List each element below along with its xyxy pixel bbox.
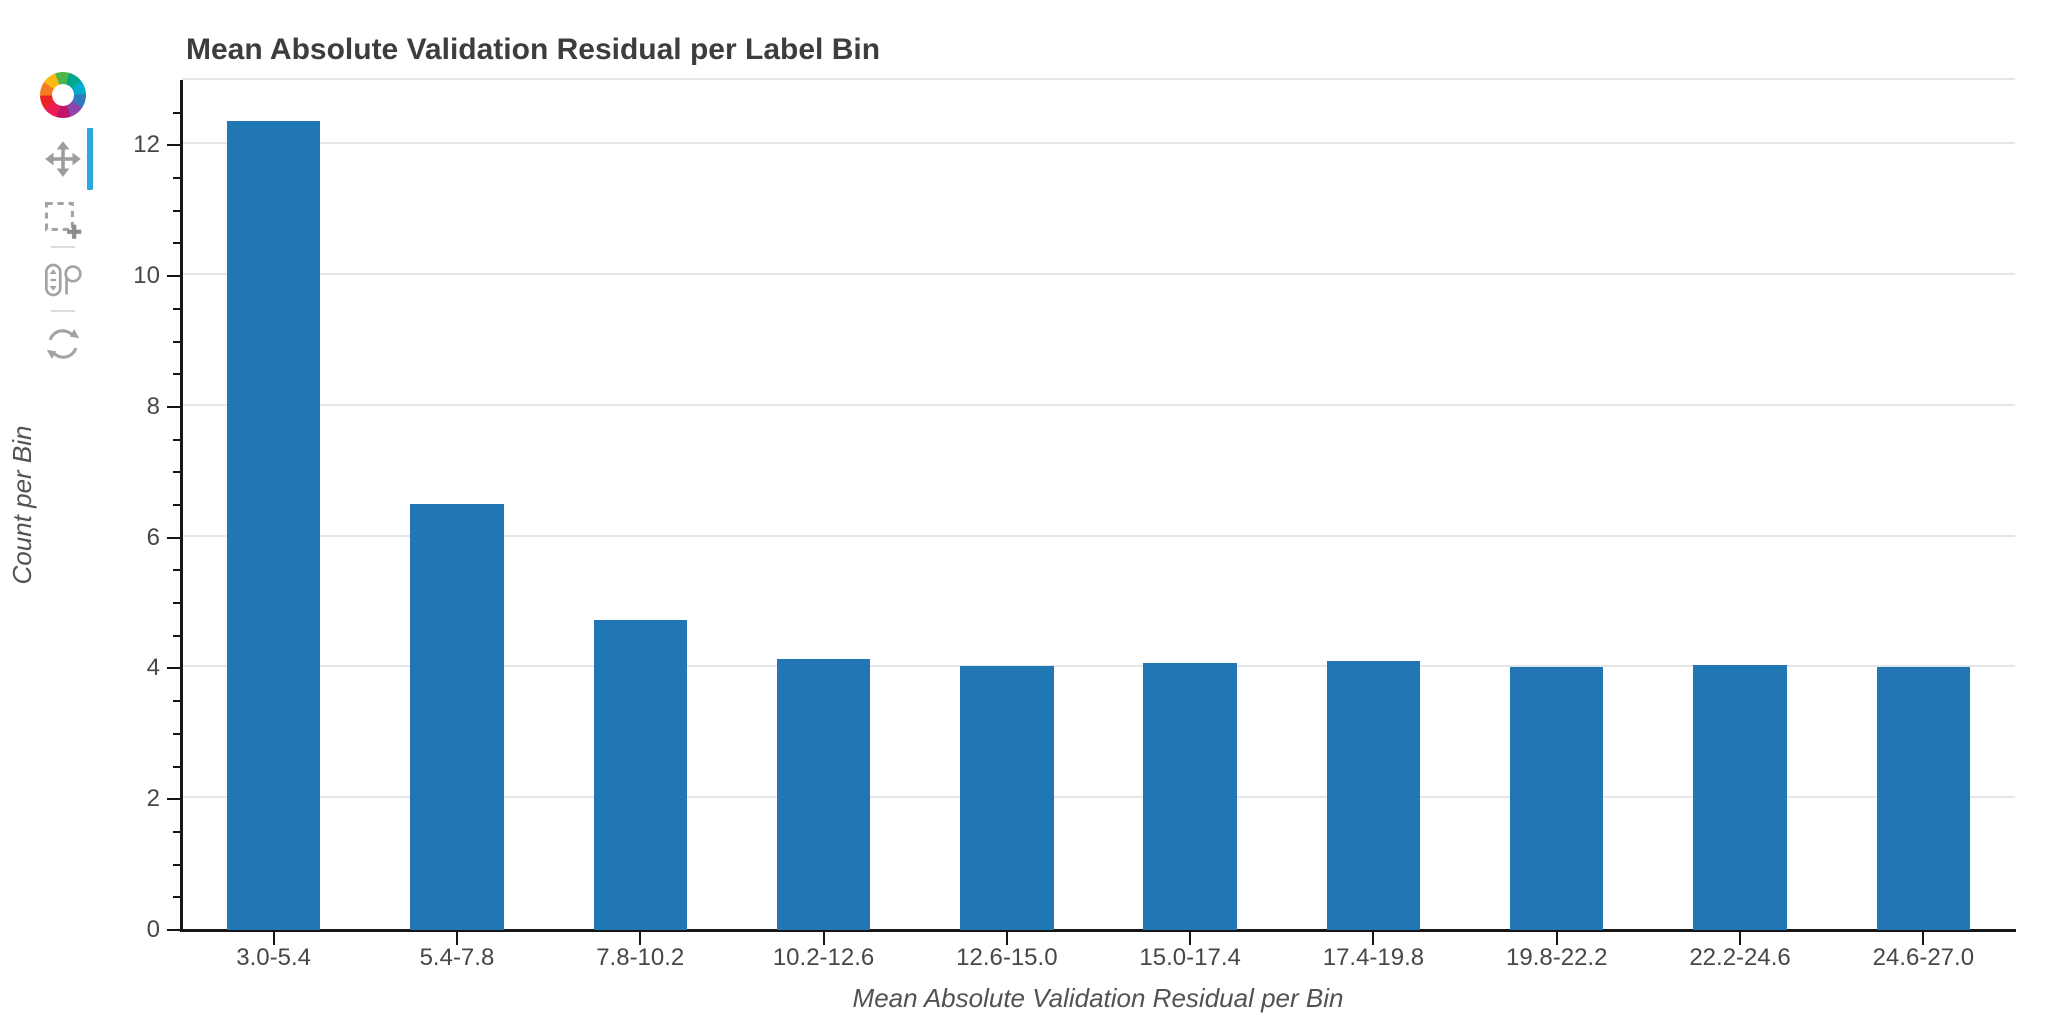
- toolbar-separator: [51, 246, 75, 248]
- y-axis-major-tick: [167, 405, 180, 408]
- y-axis-major-tick: [167, 929, 180, 931]
- y-axis-minor-tick: [173, 569, 180, 572]
- x-tick-label: 7.8-10.2: [596, 944, 685, 971]
- bar: [1143, 663, 1237, 930]
- y-axis-major-tick: [167, 275, 180, 278]
- y-tick-label: 12: [133, 131, 160, 159]
- y-axis-minor-tick: [173, 340, 180, 343]
- bar: [593, 620, 687, 930]
- bokeh-logo[interactable]: [40, 72, 86, 118]
- y-tick-label: 2: [146, 785, 160, 813]
- x-tick-label: 22.2-24.6: [1689, 944, 1791, 971]
- x-axis-tick: [1555, 932, 1558, 945]
- y-axis-minor-tick: [173, 700, 180, 703]
- bar: [1326, 661, 1421, 930]
- y-axis-minor-tick: [173, 111, 180, 114]
- x-axis-tick: [272, 932, 275, 945]
- y-axis-minor-tick: [173, 504, 180, 506]
- bar: [410, 504, 504, 930]
- reset-icon: [46, 329, 80, 359]
- gridline: [182, 796, 2015, 799]
- y-axis-minor-tick: [173, 634, 180, 637]
- y-axis-title: Count per Bin: [7, 425, 37, 585]
- x-axis-line: [180, 929, 2016, 932]
- x-tick-label: 5.4-7.8: [419, 944, 495, 971]
- gridline: [182, 142, 2015, 145]
- y-axis-major-tick: [167, 536, 180, 539]
- y-axis-minor-tick: [173, 830, 180, 833]
- bar: [960, 665, 1054, 930]
- x-axis-tick: [455, 932, 458, 945]
- y-axis-minor-tick: [173, 765, 180, 768]
- bar: [1693, 665, 1787, 930]
- gridline: [182, 273, 2015, 276]
- box-zoom-icon: [45, 202, 82, 239]
- bar: [1876, 667, 1971, 930]
- bar: [226, 121, 321, 930]
- box-zoom-tool-button[interactable]: [41, 198, 85, 242]
- y-axis-minor-tick: [173, 896, 180, 899]
- reset-tool-button[interactable]: [41, 322, 85, 366]
- bokeh-toolbar: [0, 0, 100, 400]
- y-axis-minor-tick: [173, 209, 180, 212]
- y-axis-minor-tick: [173, 602, 180, 605]
- y-tick-label: 8: [146, 392, 160, 420]
- toolbar-separator: [51, 310, 75, 312]
- bar: [1510, 667, 1604, 930]
- y-tick-label: 10: [133, 262, 160, 290]
- y-axis-line: [180, 80, 183, 930]
- y-axis-minor-tick: [173, 242, 180, 245]
- wheel-zoom-tool-button[interactable]: [41, 258, 85, 302]
- gridline: [182, 403, 2015, 406]
- x-tick-label: 10.2-12.6: [772, 944, 875, 971]
- y-axis-major-tick: [167, 144, 180, 147]
- y-axis-major-tick: [167, 667, 180, 670]
- x-axis-tick: [1739, 932, 1742, 945]
- x-tick-label: 3.0-5.4: [236, 944, 311, 971]
- pan-tool-button[interactable]: [41, 137, 85, 181]
- y-axis-minor-tick: [173, 177, 180, 180]
- y-tick-label: 4: [146, 654, 160, 682]
- y-axis-minor-tick: [173, 307, 180, 310]
- x-axis-tick: [1189, 932, 1192, 945]
- y-axis-major-tick: [167, 798, 180, 801]
- y-axis-minor-tick: [173, 732, 180, 735]
- bar: [776, 659, 871, 930]
- bokeh-logo-hole: [52, 84, 74, 106]
- y-axis-minor-tick: [173, 863, 180, 866]
- x-axis-title: Mean Absolute Validation Residual per Bi…: [852, 983, 1344, 1013]
- y-axis-minor-tick: [173, 373, 180, 376]
- x-axis-tick: [1372, 932, 1375, 945]
- y-tick-label: 0: [146, 916, 160, 943]
- chart-title: Mean Absolute Validation Residual per La…: [186, 33, 881, 66]
- x-tick-label: 12.6-15.0: [956, 944, 1058, 971]
- x-axis-tick: [822, 932, 825, 945]
- wheel-zoom-icon: [45, 263, 82, 297]
- x-tick-label: 24.6-27.0: [1872, 944, 1975, 971]
- gridline: [182, 665, 2015, 668]
- x-axis-tick: [639, 932, 642, 945]
- x-axis-tick: [1922, 932, 1925, 945]
- x-tick-label: 19.8-22.2: [1506, 944, 1608, 971]
- y-axis-minor-tick: [173, 438, 180, 441]
- pan-move-icon: [45, 141, 81, 177]
- y-axis-minor-tick: [173, 471, 180, 474]
- gridline: [182, 534, 2015, 537]
- x-axis-tick: [1005, 932, 1008, 945]
- x-tick-label: 17.4-19.8: [1322, 944, 1425, 971]
- x-tick-label: 15.0-17.4: [1139, 944, 1241, 971]
- active-tool-indicator: [87, 128, 93, 190]
- y-tick-label: 6: [146, 523, 160, 551]
